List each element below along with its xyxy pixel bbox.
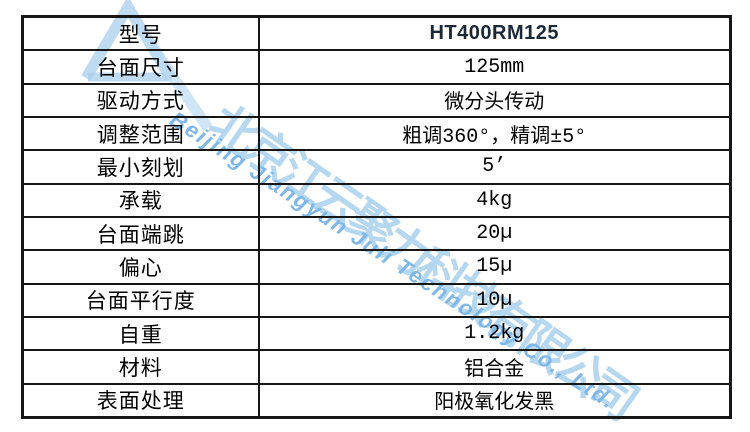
table-row: 自重 1.2kg xyxy=(21,315,732,352)
table-row: 偏心 15µ xyxy=(21,249,732,285)
spec-label: 台面平行度 xyxy=(21,282,260,318)
spec-label: 驱动方式 xyxy=(21,82,260,119)
spec-label: 偏心 xyxy=(21,249,260,285)
table-row: 台面端跳 20µ xyxy=(21,215,732,252)
spec-value: 粗调360°，精调±5° xyxy=(257,115,732,152)
table-row: 型号 HT400RM125 xyxy=(21,15,732,52)
table-row: 台面平行度 10µ xyxy=(21,282,732,318)
spec-value: 铝合金 xyxy=(257,349,732,385)
table-row: 材料 铝合金 xyxy=(21,349,732,385)
spec-label: 自重 xyxy=(21,315,260,352)
table-row: 调整范围 粗调360°，精调±5° xyxy=(21,115,732,152)
table-row: 最小刻划 5’ xyxy=(21,149,732,185)
spec-value: 10µ xyxy=(257,282,732,318)
spec-value: 5’ xyxy=(257,149,732,185)
spec-label: 表面处理 xyxy=(21,382,260,419)
spec-value: 微分头传动 xyxy=(257,82,732,119)
spec-value: 15µ xyxy=(257,249,732,285)
table-row: 驱动方式 微分头传动 xyxy=(21,82,732,119)
spec-label: 材料 xyxy=(21,349,260,385)
spec-value: 1.2kg xyxy=(257,315,732,352)
spec-label: 调整范围 xyxy=(21,115,260,152)
spec-value: 20µ xyxy=(257,215,732,252)
spec-table: 型号 HT400RM125 台面尺寸 125mm 驱动方式 微分头传动 调整范围… xyxy=(21,15,732,419)
spec-table-body: 型号 HT400RM125 台面尺寸 125mm 驱动方式 微分头传动 调整范围… xyxy=(21,15,732,419)
spec-label: 台面尺寸 xyxy=(21,49,260,85)
spec-value: 阳极氧化发黑 xyxy=(257,382,732,419)
spec-value: HT400RM125 xyxy=(257,15,732,52)
spec-value: 4kg xyxy=(257,182,732,218)
spec-label: 台面端跳 xyxy=(21,215,260,252)
table-row: 表面处理 阳极氧化发黑 xyxy=(21,382,732,419)
table-row: 承载 4kg xyxy=(21,182,732,218)
table-row: 台面尺寸 125mm xyxy=(21,49,732,85)
spec-label: 承载 xyxy=(21,182,260,218)
spec-value: 125mm xyxy=(257,49,732,85)
spec-label: 型号 xyxy=(21,15,260,52)
spec-label: 最小刻划 xyxy=(21,149,260,185)
